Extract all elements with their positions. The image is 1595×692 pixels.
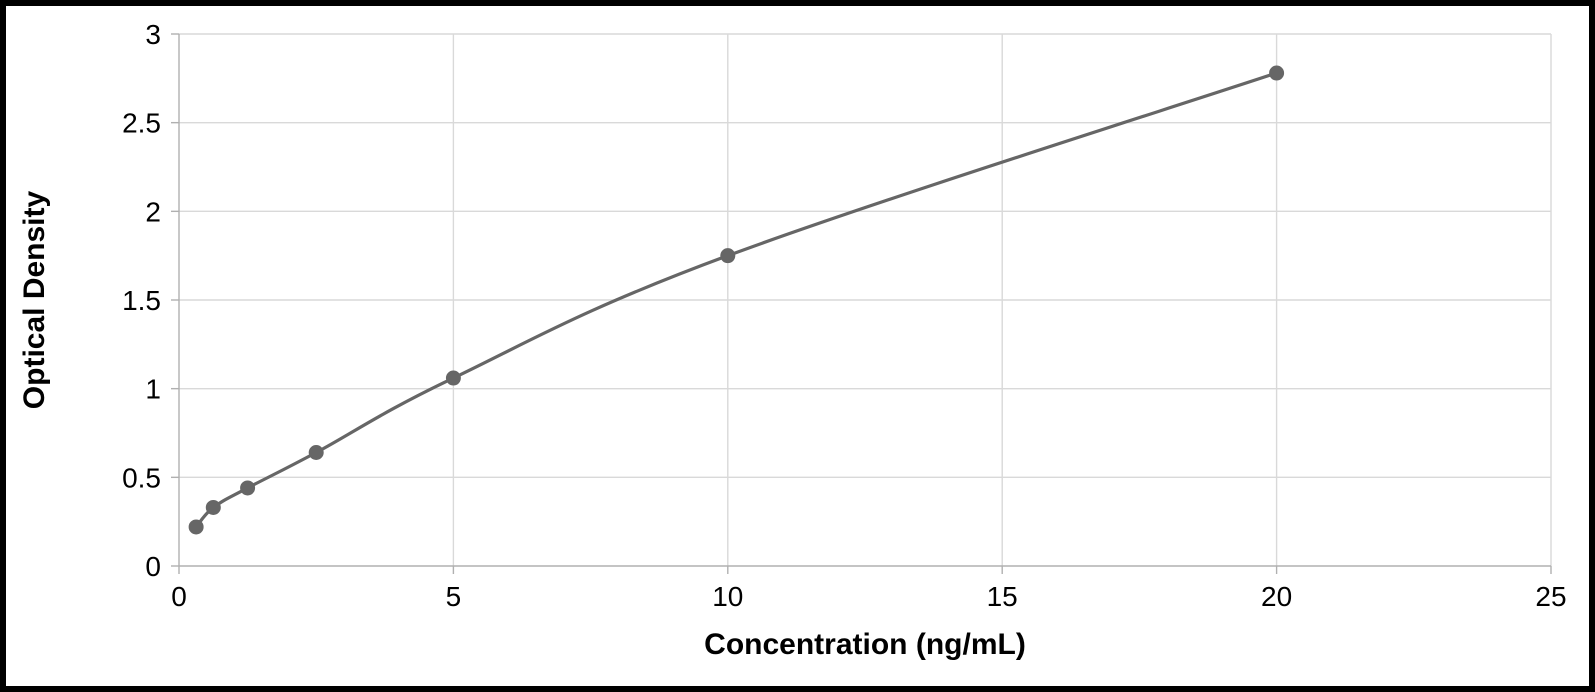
data-point: [189, 520, 203, 534]
x-axis-title: Concentration (ng/mL): [704, 628, 1026, 661]
data-point: [206, 500, 220, 514]
y-tick-label: 0.5: [122, 462, 161, 493]
chart-container: 0 5 10 15 20 25 0 0.5 1 1.5 2 2.5 3 Concentration (ng…: [6, 6, 1589, 686]
y-tick-label: 1: [145, 374, 161, 405]
chart-frame: 0 5 10 15 20 25 0 0.5 1 1.5 2 2.5 3 Concentration (ng…: [0, 0, 1595, 692]
y-tick-label: 1.5: [122, 285, 161, 316]
x-tick-label: 25: [1535, 581, 1566, 612]
x-tick-label: 20: [1261, 581, 1292, 612]
x-tick-label: 15: [987, 581, 1018, 612]
y-tick-label: 2: [145, 196, 161, 227]
data-point: [309, 446, 323, 460]
x-tick-label: 5: [446, 581, 462, 612]
data-point: [241, 481, 255, 495]
x-tick-label: 10: [712, 581, 743, 612]
y-tick-label: 2.5: [122, 108, 161, 139]
y-axis-title: Optical Density: [18, 190, 51, 409]
data-point: [1270, 66, 1284, 80]
data-point: [721, 249, 735, 263]
y-tick-label: 3: [145, 19, 161, 50]
y-tick-label: 0: [145, 551, 161, 582]
x-tick-label: 0: [171, 581, 187, 612]
line-chart: 0 5 10 15 20 25 0 0.5 1 1.5 2 2.5 3 Concentration (ng…: [6, 6, 1589, 686]
data-point: [446, 371, 460, 385]
